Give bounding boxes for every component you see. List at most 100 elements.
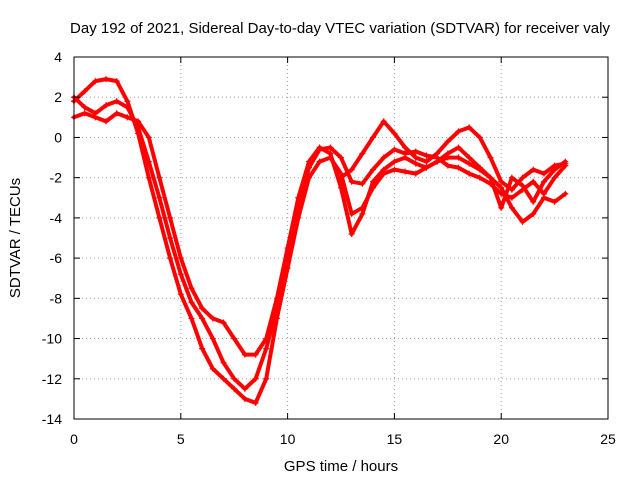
data-point [167,214,174,221]
data-point [199,315,206,322]
y-tick-label: 4 [54,49,62,65]
data-point [231,335,238,342]
data-point [338,154,344,161]
data-point [391,130,398,137]
data-point [199,345,206,352]
data-point [551,174,558,181]
data-point [402,144,409,151]
data-point [391,146,398,153]
data-point [412,160,419,167]
data-point [188,299,195,306]
data-point [252,351,259,358]
data-point [188,285,195,292]
data-point [241,351,248,358]
data-point [220,319,227,326]
data-point [455,154,462,161]
chart-title: Day 192 of 2021, Sidereal Day-to-day VTE… [70,20,610,37]
data-point [156,214,163,221]
data-point [145,174,152,181]
data-point [263,335,270,342]
data-point [348,210,355,217]
data-point [103,76,110,83]
data-point [327,154,334,161]
data-point [103,118,110,125]
data-point [498,178,505,185]
y-tick-label: -8 [50,290,63,306]
data-point [562,190,569,197]
series-track [72,77,568,405]
data-point [177,291,184,298]
data-point [423,158,430,165]
data-point [113,78,120,85]
data-point [391,166,398,173]
x-tick-label: 20 [493,431,509,447]
y-tick-label: -6 [50,250,63,266]
data-point [519,218,526,225]
data-point [498,204,505,211]
data-point [113,110,120,117]
data-point [508,186,515,193]
data-point [402,154,409,161]
data-point [167,235,174,241]
data-point [380,154,387,161]
data-point [209,315,216,322]
data-point [316,144,323,151]
data-point [156,174,163,181]
data-point [530,210,537,217]
x-tick-label: 5 [177,431,185,447]
data-point [562,160,569,167]
data-point [81,110,88,117]
data-point [103,102,110,109]
data-point [348,178,355,185]
data-point [370,166,377,173]
data-point [466,170,473,177]
data-point [412,148,419,155]
data-point [359,150,366,157]
data-point [327,144,334,151]
series-track-3 [71,76,569,406]
y-tick-label: -10 [42,331,62,347]
y-tick-label: 0 [54,129,62,145]
data-point [412,170,419,177]
data-point [241,395,248,402]
data-point [551,162,558,169]
data-point [530,166,537,173]
data-point [81,88,88,95]
data-point [412,154,419,161]
data-point [209,365,216,372]
data-point [167,255,174,262]
data-point [434,150,441,157]
data-point [156,194,163,201]
data-point [391,158,398,165]
y-tick-label: 2 [54,89,62,105]
data-point [466,160,473,167]
data-point [263,375,270,382]
plot-frame [73,56,609,420]
data-point [455,164,462,171]
data-point [348,230,355,237]
data-point [284,245,291,252]
axis-ticks [73,56,609,420]
data-point [252,375,259,382]
data-point [199,305,206,312]
x-axis-label: GPS time / hours [284,458,398,475]
data-point [380,170,387,177]
y-axis-label: SDTVAR / TECUs [7,178,24,298]
data-point [530,198,537,205]
data-point [209,335,216,342]
data-point [380,118,387,125]
data-point [295,214,302,221]
data-point [231,375,238,382]
data-point [263,345,270,352]
x-tick-label: 15 [387,431,403,447]
data-point [305,174,312,181]
data-point [444,162,451,169]
series-track [339,119,568,192]
data-point [540,170,547,177]
y-tick-label: -2 [50,170,63,186]
data-point [92,78,99,85]
data-point [81,104,88,111]
series-track-4 [338,118,569,193]
data-point [188,315,195,322]
